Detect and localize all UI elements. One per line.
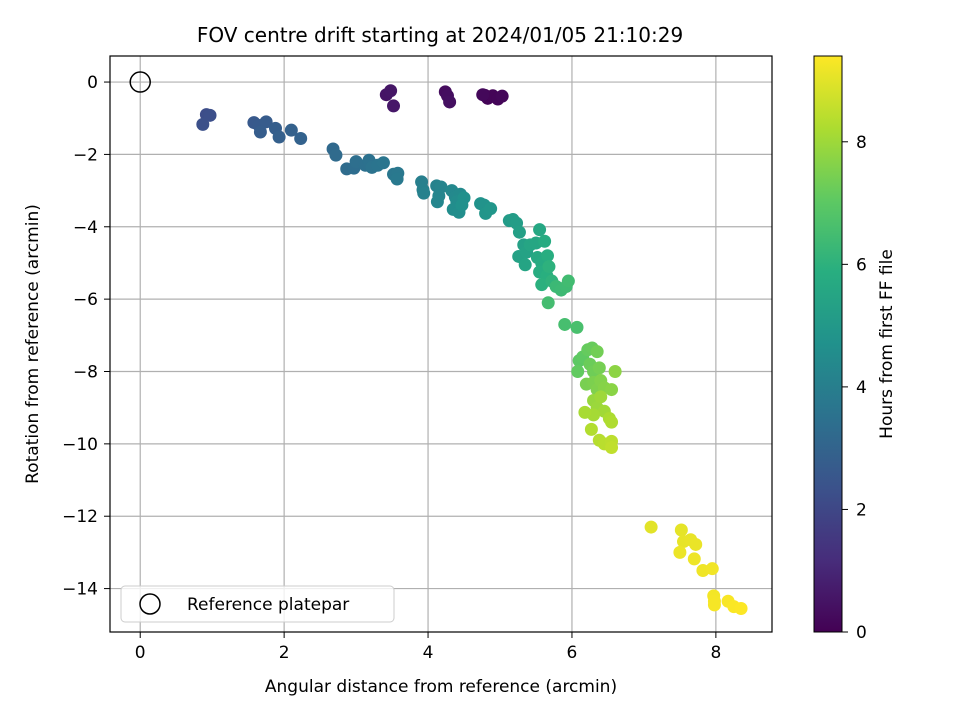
chart-title: FOV centre drift starting at 2024/01/05 … — [197, 23, 683, 47]
data-point — [578, 405, 592, 419]
data-point — [705, 562, 719, 576]
y-tick-label: −8 — [73, 362, 98, 382]
data-point — [644, 520, 658, 534]
data-point — [673, 545, 687, 559]
data-point — [294, 131, 308, 145]
reference-point — [129, 71, 151, 93]
x-tick-label: 4 — [423, 643, 434, 663]
colorbar-tick-label: 6 — [856, 255, 867, 275]
data-point — [687, 552, 701, 566]
x-tick-label: 8 — [710, 643, 721, 663]
plot-frame — [109, 55, 773, 633]
data-point — [571, 364, 585, 378]
data-point — [533, 223, 547, 237]
legend-label: Reference platepar — [187, 595, 349, 615]
colorbar-gradient — [813, 55, 843, 633]
data-point — [512, 225, 526, 239]
legend-marker — [139, 593, 161, 615]
colorbar-ticks: 0 2 4 6 8 — [842, 133, 867, 643]
data-point — [376, 156, 390, 170]
y-tick-label: −14 — [62, 580, 98, 600]
data-point — [734, 601, 748, 615]
data-point — [542, 260, 556, 274]
data-point — [584, 422, 598, 436]
data-point — [689, 537, 703, 551]
data-point — [484, 202, 498, 216]
colorbar-tick-label: 8 — [856, 133, 867, 153]
legend: Reference platepar — [120, 585, 395, 623]
colorbar-label: Hours from first FF file — [877, 249, 897, 439]
data-point — [605, 383, 619, 397]
reference-point-marker — [129, 71, 151, 93]
data-point — [430, 195, 444, 209]
data-point — [707, 598, 721, 612]
data-point — [605, 415, 619, 429]
y-axis-label: Rotation from reference (arcmin) — [23, 204, 43, 484]
x-tick-label: 0 — [135, 643, 146, 663]
data-point — [259, 115, 273, 129]
data-point — [558, 317, 572, 331]
data-point — [387, 99, 401, 113]
data-point — [541, 296, 555, 310]
y-tick-label: −4 — [73, 218, 98, 238]
legend-box — [120, 585, 395, 623]
data-point — [535, 278, 549, 292]
y-tick-label: −12 — [62, 507, 98, 527]
data-point — [570, 320, 584, 334]
data-point — [384, 84, 398, 98]
data-point — [196, 117, 210, 131]
colorbar-tick-label: 2 — [856, 500, 867, 520]
y-tick-label: −2 — [73, 145, 98, 165]
x-tick-label: 2 — [279, 643, 290, 663]
data-point — [455, 198, 469, 212]
x-axis-ticks: 0 2 4 6 8 — [135, 632, 721, 663]
data-point — [590, 345, 604, 359]
colorbar-tick-label: 4 — [856, 378, 867, 398]
data-point — [540, 249, 554, 263]
x-axis-label: Angular distance from reference (arcmin) — [265, 677, 617, 697]
colorbar: 0 2 4 6 8 Hours from first FF file — [813, 55, 897, 643]
data-point — [608, 364, 622, 378]
data-point — [443, 95, 457, 109]
y-tick-label: −10 — [62, 435, 98, 455]
data-point — [561, 274, 575, 288]
data-point — [674, 523, 688, 537]
data-point — [284, 123, 298, 137]
data-point — [538, 234, 552, 248]
y-axis-ticks: 0 −2 −4 −6 −8 −10 −12 −14 — [62, 73, 110, 600]
data-point — [390, 172, 404, 186]
plot-area — [109, 55, 773, 633]
data-point — [476, 88, 490, 102]
grid — [110, 56, 772, 632]
y-tick-label: −6 — [73, 290, 98, 310]
x-tick-label: 6 — [567, 643, 578, 663]
data-point — [272, 130, 286, 144]
data-point — [518, 258, 532, 272]
data-point — [605, 440, 619, 454]
data-point — [329, 148, 343, 162]
data-point — [417, 186, 431, 200]
data-point — [203, 108, 217, 122]
y-tick-label: 0 — [87, 73, 98, 93]
data-point — [495, 89, 509, 103]
data-point — [594, 390, 608, 404]
data-points — [196, 84, 748, 615]
data-point — [253, 125, 267, 139]
colorbar-tick-label: 0 — [856, 623, 867, 643]
data-point — [592, 361, 606, 375]
